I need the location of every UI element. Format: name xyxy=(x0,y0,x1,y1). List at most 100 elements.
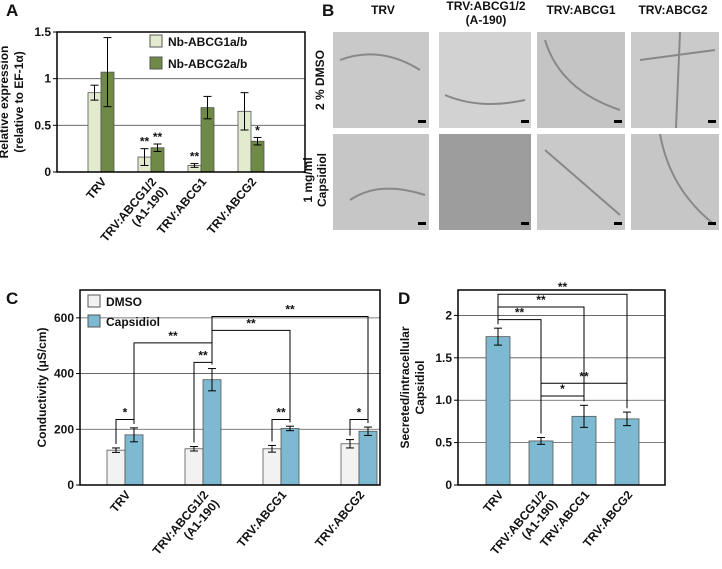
x-tick-label: TRV:ABCG1/2(A1-190) xyxy=(98,175,170,254)
x-tick-label: TRV xyxy=(83,175,109,202)
plot-frame xyxy=(79,289,381,486)
significance-label: ** xyxy=(246,316,256,330)
column-header: TRV:ABCG1/2 (A-190) xyxy=(446,0,525,27)
legend-label: Capsidiol xyxy=(106,315,160,329)
x-tick-label: TRV xyxy=(480,488,506,515)
significance-label: * xyxy=(255,123,260,137)
x-tick-label: TRV:ABCG2 xyxy=(312,488,367,550)
error-bar xyxy=(253,136,262,146)
significance-label: ** xyxy=(579,369,589,383)
column-header: TRV:ABCG2 xyxy=(638,3,707,17)
bar xyxy=(184,448,204,486)
y-tick-label: 2 xyxy=(445,308,452,322)
scale-bar xyxy=(614,120,622,123)
panel-label: D xyxy=(398,289,410,308)
error-bar xyxy=(537,437,545,445)
x-tick-label: TRV:ABCG1 xyxy=(154,175,209,237)
text-line: TRV:ABCG1/2 xyxy=(446,0,525,13)
significance-label: ** xyxy=(536,293,546,307)
scale-bar xyxy=(418,222,426,225)
bar xyxy=(280,428,300,486)
error-bar xyxy=(240,92,249,131)
legend-label: Nb-ABCG2a/b xyxy=(168,57,247,71)
x-tick-label: TRV:ABCG1 xyxy=(234,488,289,550)
error-bar xyxy=(268,444,276,453)
y-tick-label: 200 xyxy=(54,422,74,436)
panel-label: C xyxy=(6,289,18,308)
y-tick-label: 1 xyxy=(44,72,51,86)
legend-label: Nb-ABCG1a/b xyxy=(168,35,247,49)
significance-label: ** xyxy=(515,306,525,320)
significance-label: ** xyxy=(276,406,286,420)
error-bar xyxy=(153,143,162,152)
significance-bracket xyxy=(540,382,628,434)
micrograph xyxy=(439,134,531,230)
column-header: TRV xyxy=(371,3,395,17)
column-header: TRV:ABCG1 xyxy=(546,3,615,17)
bar xyxy=(528,440,554,486)
micrograph xyxy=(333,32,429,128)
significance-label: ** xyxy=(558,280,568,294)
error-bar xyxy=(364,426,372,436)
error-bar xyxy=(190,163,199,168)
panel-label: B xyxy=(322,1,334,20)
y-axis-label: Secreted/intracellular xyxy=(398,326,412,448)
y-tick-label: 0.5 xyxy=(435,436,452,450)
error-bar xyxy=(346,439,354,449)
bar xyxy=(124,434,144,486)
y-tick-label: 0 xyxy=(67,478,74,492)
micrograph xyxy=(631,134,719,230)
bar xyxy=(614,418,640,486)
scale-bar xyxy=(521,222,529,225)
significance-label: ** xyxy=(285,302,295,316)
row-header: 2 % DMSO xyxy=(313,50,327,110)
bar xyxy=(485,336,511,486)
x-tick-label: TRV xyxy=(107,488,133,515)
error-bar xyxy=(103,37,112,108)
bar xyxy=(250,140,265,173)
vein xyxy=(339,31,716,226)
y-tick-label: 400 xyxy=(54,367,74,381)
significance-label: * xyxy=(560,382,565,396)
y-tick-label: 0 xyxy=(445,478,452,492)
y-axis-label: Conductivity (μS/cm) xyxy=(35,327,49,447)
significance-label: ** xyxy=(140,135,150,149)
legend-swatch xyxy=(149,34,163,48)
x-tick-label: TRV:ABCG1/2(A1-190) xyxy=(150,488,222,567)
bar xyxy=(87,92,102,173)
significance-label: ** xyxy=(198,348,208,362)
micrograph-panel: TRV TRV:ABCG1/2 (A-190) TRV:ABCG1 TRV:ABC… xyxy=(301,0,719,230)
y-axis-label: (relative to EF-1α) xyxy=(12,51,26,152)
scale-bar xyxy=(614,222,622,225)
bar xyxy=(358,430,378,486)
significance-bracket xyxy=(497,293,628,409)
legend-swatch xyxy=(149,56,163,70)
y-tick-label: 1.5 xyxy=(435,351,452,365)
significance-label: ** xyxy=(190,150,200,164)
x-tick-label: TRV:ABCG2 xyxy=(204,175,259,237)
error-bar xyxy=(140,148,149,166)
micrograph xyxy=(631,32,719,128)
text-line: (A-190) xyxy=(466,13,507,27)
scale-bar xyxy=(708,222,716,225)
error-bar xyxy=(203,95,212,120)
scale-bar xyxy=(708,120,716,123)
bar xyxy=(262,448,282,486)
significance-label: ** xyxy=(168,329,178,343)
plot-frame xyxy=(56,31,306,173)
legend-swatch xyxy=(87,294,101,308)
text-line: 1 mg/ml xyxy=(301,157,315,202)
error-bar xyxy=(90,84,99,101)
scale-bar xyxy=(418,120,426,123)
micrograph xyxy=(439,32,531,128)
bar xyxy=(106,449,126,486)
y-tick-label: 600 xyxy=(54,311,74,325)
error-bar xyxy=(286,425,294,432)
micrograph xyxy=(537,32,625,128)
error-bar xyxy=(208,368,216,392)
bar xyxy=(340,443,360,486)
text-line: Capsidiol xyxy=(315,153,329,207)
error-bar xyxy=(623,411,631,427)
significance-label: ** xyxy=(153,130,163,144)
